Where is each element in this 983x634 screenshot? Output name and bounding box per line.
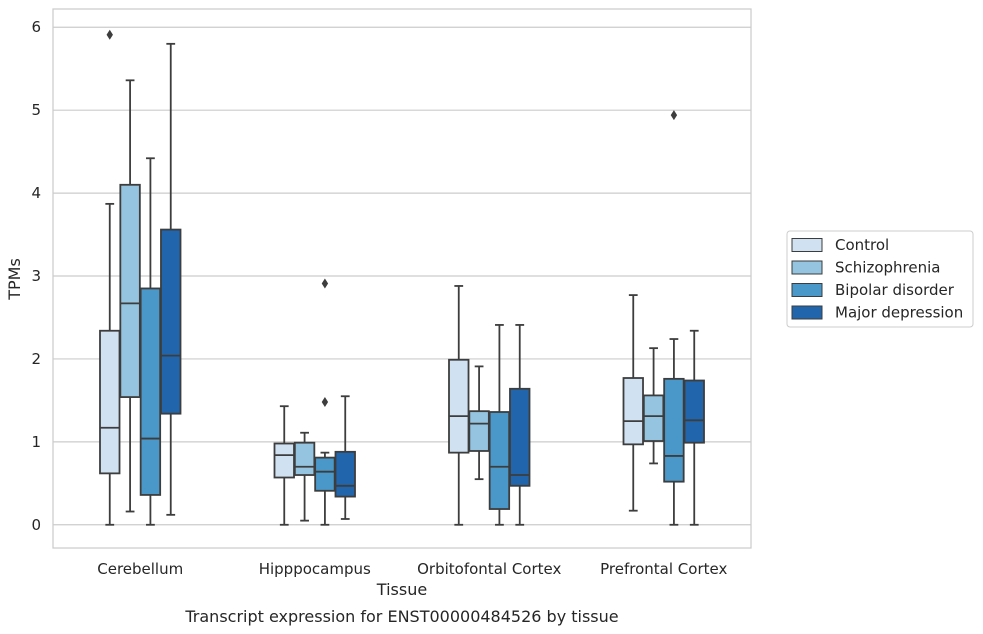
box-3-1	[334, 395, 356, 520]
legend: Control Schizophrenia Bipolar disorder Majo…	[786, 230, 974, 328]
box-2-2	[488, 324, 511, 526]
box-3-3	[683, 329, 705, 526]
box-iqr	[663, 377, 685, 483]
y-tick-labels: 0 1 2 3 4 5 6	[31, 18, 41, 534]
legend-frame	[786, 230, 974, 328]
x-tick-label-3: Prefrontal Cortex	[600, 560, 727, 578]
box-iqr	[622, 377, 644, 446]
box-iqr	[99, 329, 121, 475]
box-1-0	[119, 79, 141, 513]
legend-label-1: Schizophrenia	[835, 259, 940, 277]
box-iqr	[448, 358, 470, 454]
box-iqr	[314, 456, 336, 492]
y-tick-label-3: 3	[31, 267, 41, 285]
box-iqr	[160, 228, 182, 415]
legend-swatch-2	[791, 283, 823, 297]
box-iqr	[683, 379, 705, 444]
legend-label-2: Bipolar disorder	[835, 281, 955, 299]
box-0-2	[448, 285, 470, 526]
y-tick-label-1: 1	[31, 433, 41, 451]
legend-swatch-1	[791, 260, 823, 275]
box-iqr	[273, 442, 295, 479]
chart-caption: Transcript expression for ENST0000048452…	[184, 607, 618, 626]
box-3-0	[160, 42, 182, 516]
legend-swatch-0	[791, 238, 823, 252]
box-2-0	[139, 157, 162, 526]
plot-frame	[52, 8, 752, 549]
x-tick-label-0: Cerebellum	[97, 560, 183, 578]
box-iqr	[293, 441, 316, 476]
legend-items: Control Schizophrenia Bipolar disorder Majo…	[791, 236, 963, 322]
box-iqr	[139, 287, 162, 496]
y-tick-label-2: 2	[31, 350, 41, 368]
box-2-1	[314, 278, 336, 526]
box-0-0	[99, 29, 121, 526]
legend-label-0: Control	[835, 236, 889, 254]
box-iqr	[488, 411, 511, 510]
y-tick-label-4: 4	[31, 184, 41, 202]
box-2-3	[663, 110, 685, 526]
box-1-3	[642, 347, 665, 465]
box-iqr	[119, 183, 141, 398]
x-axis-label: Tissue	[376, 580, 427, 599]
x-tick-label-1: Hipppocampus	[259, 560, 371, 578]
box-iqr	[509, 387, 531, 487]
box-1-1	[293, 431, 316, 522]
x-tick-label-2: Orbitofontal Cortex	[417, 560, 561, 578]
box-1-2	[468, 365, 490, 481]
legend-swatch-3	[791, 305, 823, 320]
outlier-marker-0	[670, 110, 678, 121]
x-tick-labels: Cerebellum Hipppocampus Orbitofontal Corte…	[97, 560, 727, 578]
box-0-1	[273, 405, 295, 526]
outlier-marker-0	[321, 397, 329, 408]
box-0-3	[622, 294, 644, 512]
y-tick-label-6: 6	[31, 18, 41, 36]
box-iqr	[642, 394, 665, 442]
y-tick-label-5: 5	[31, 101, 41, 119]
legend-label-3: Major depression	[835, 304, 963, 322]
box-iqr	[334, 450, 356, 498]
y-tick-label-0: 0	[31, 516, 41, 534]
box-iqr	[468, 410, 490, 452]
y-axis-label: TPMs	[5, 258, 24, 301]
boxes	[99, 29, 705, 526]
outlier-marker-0	[106, 29, 113, 40]
outlier-marker-1	[321, 278, 329, 289]
box-3-2	[509, 324, 531, 526]
